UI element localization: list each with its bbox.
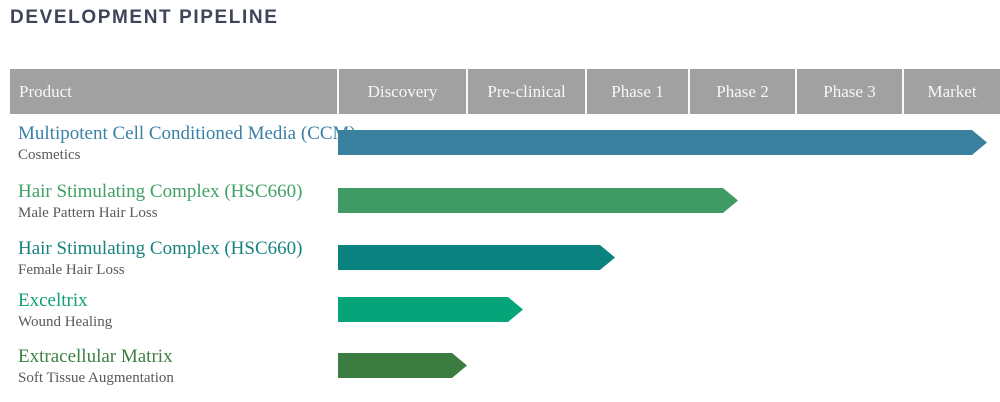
header-cell-phase-3: Phase 3 — [795, 69, 902, 114]
product-indication: Male Pattern Hair Loss — [18, 205, 158, 221]
pipeline-row: Exceltrix Wound Healing — [0, 289, 1000, 345]
product-indication: Cosmetics — [18, 147, 81, 163]
header-cell-discovery: Discovery — [337, 69, 466, 114]
stage-arrow — [338, 297, 523, 322]
pipeline-row: Hair Stimulating Complex (HSC660) Female… — [0, 237, 1000, 293]
pipeline-row: Multipotent Cell Conditioned Media (CCM)… — [0, 122, 1000, 178]
stage-arrow — [338, 245, 615, 270]
pipeline-header-row: Product Discovery Pre-clinical Phase 1 P… — [10, 69, 1000, 114]
product-name: Hair Stimulating Complex (HSC660) — [18, 181, 303, 202]
header-cell-phase-2: Phase 2 — [688, 69, 795, 114]
product-indication: Female Hair Loss — [18, 262, 125, 278]
product-name: Hair Stimulating Complex (HSC660) — [18, 238, 303, 259]
stage-arrow — [338, 130, 987, 155]
product-name: Extracellular Matrix — [18, 346, 173, 367]
pipeline-row: Hair Stimulating Complex (HSC660) Male P… — [0, 180, 1000, 236]
header-cell-market: Market — [902, 69, 1000, 114]
stage-arrow — [338, 188, 738, 213]
header-cell-preclinical: Pre-clinical — [466, 69, 585, 114]
product-indication: Soft Tissue Augmentation — [18, 370, 174, 386]
pipeline-row: Extracellular Matrix Soft Tissue Augment… — [0, 345, 1000, 401]
stage-arrow — [338, 353, 467, 378]
product-name: Exceltrix — [18, 290, 88, 311]
header-cell-phase-1: Phase 1 — [585, 69, 688, 114]
product-indication: Wound Healing — [18, 314, 113, 330]
product-name: Multipotent Cell Conditioned Media (CCM) — [18, 123, 356, 144]
page-title: DEVELOPMENT PIPELINE — [10, 7, 279, 28]
header-cell-product: Product — [19, 81, 72, 101]
